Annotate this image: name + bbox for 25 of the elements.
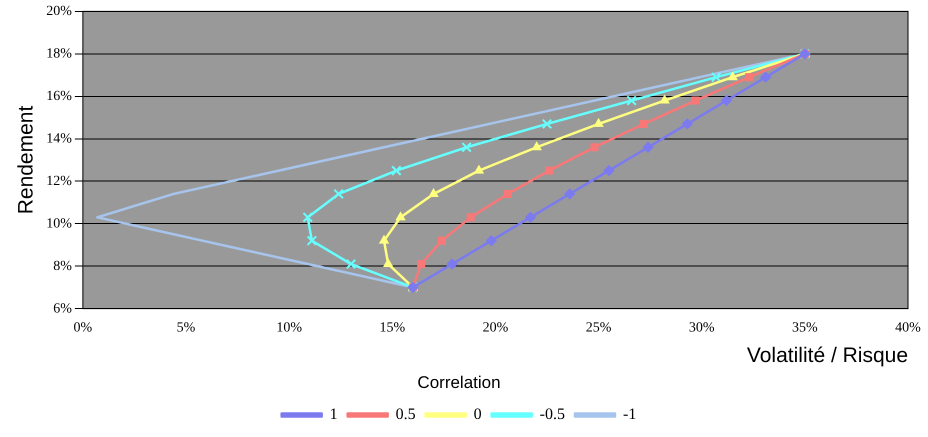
x-tick-label: 10% [276, 320, 302, 336]
y-axis-title: Rendement [14, 106, 38, 214]
x-tick-label: 35% [792, 320, 818, 336]
legend-label: -1 [623, 406, 636, 424]
x-tick-label: 25% [586, 320, 612, 336]
y-tick-label: 14% [46, 131, 72, 146]
x-axis-title: Volatilité / Risque [746, 344, 908, 367]
x-tick-label: 5% [176, 320, 196, 336]
y-tick-label: 12% [46, 174, 72, 189]
x-tick-label: 20% [482, 320, 509, 336]
x-tick-label: 30% [688, 320, 715, 336]
legend-label: 1 [330, 406, 338, 424]
legend-label: 0.5 [396, 406, 416, 424]
y-tick-label: 6% [53, 301, 72, 316]
y-tick-label: 8% [53, 258, 72, 274]
x-tick-label: 15% [379, 320, 406, 336]
legend-label: 0 [474, 406, 482, 424]
legend-label: -0.5 [540, 406, 565, 424]
y-tick-label: 20% [46, 4, 72, 20]
x-tick-label: 40% [895, 320, 922, 336]
x-tick-label: 0% [74, 320, 93, 336]
y-tick-label: 18% [46, 46, 72, 62]
y-tick-label: 16% [46, 88, 72, 104]
legend-title: Correlation [417, 372, 501, 392]
y-tick-label: 10% [46, 216, 72, 232]
